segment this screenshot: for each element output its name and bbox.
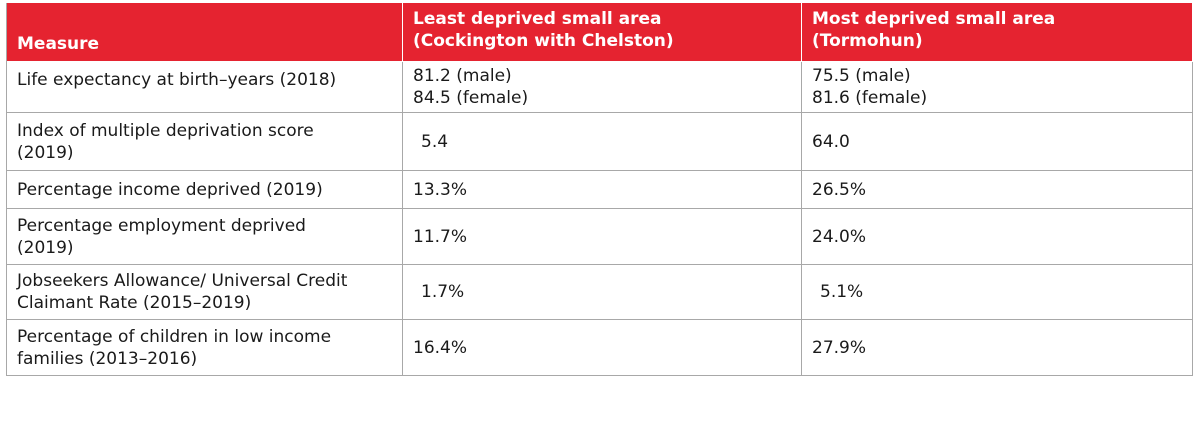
table-row: Life expectancy at birth–years (2018) 81… — [7, 62, 1193, 113]
table-header-row: Measure Least deprived small area (Cocki… — [7, 3, 1193, 62]
header-least-deprived: Least deprived small area (Cockington wi… — [403, 3, 802, 61]
least-deprived-cell: 5.4 — [403, 113, 802, 170]
measure-label: Life expectancy at birth–years (2018) — [17, 70, 337, 90]
table-row: Percentage employment deprived (2019) 11… — [7, 209, 1193, 265]
table-row: Percentage of children in low income fam… — [7, 320, 1193, 376]
table-row: Index of multiple deprivation score (201… — [7, 113, 1193, 171]
measure-cell: Jobseekers Allowance/ Universal Credit C… — [7, 265, 403, 319]
least-value: 1.7% — [421, 282, 465, 302]
deprivation-comparison-table: Measure Least deprived small area (Cocki… — [6, 3, 1193, 376]
most-deprived-cell: 5.1% — [802, 265, 1193, 319]
most-value: 5.1% — [820, 282, 864, 302]
measure-cell: Life expectancy at birth–years (2018) — [7, 62, 403, 112]
least-value: 11.7% — [413, 226, 468, 247]
measure-cell: Percentage employment deprived (2019) — [7, 209, 403, 264]
measure-label-line1: Jobseekers Allowance/ Universal Credit — [17, 271, 348, 291]
header-measure: Measure — [7, 3, 403, 61]
least-deprived-cell: 1.7% — [403, 265, 802, 319]
header-most-line2: (Tormohun) — [812, 31, 923, 51]
header-least-line2: (Cockington with Chelston) — [413, 31, 674, 51]
table-row: Jobseekers Allowance/ Universal Credit C… — [7, 265, 1193, 320]
most-deprived-cell: 64.0 — [802, 113, 1193, 170]
measure-cell: Percentage of children in low income fam… — [7, 320, 403, 375]
most-value: 27.9% — [812, 337, 867, 358]
measure-label-line2: (2019) — [17, 237, 74, 258]
measure-label-line2: (2019) — [17, 142, 74, 163]
most-deprived-cell: 75.5 (male) 81.6 (female) — [802, 62, 1193, 112]
measure-label: Percentage income deprived (2019) — [17, 179, 323, 200]
measure-label-line1: Index of multiple deprivation score — [17, 120, 314, 141]
measure-label-line2: families (2013–2016) — [17, 348, 198, 369]
measure-cell: Percentage income deprived (2019) — [7, 171, 403, 208]
most-value-line2: 81.6 (female) — [812, 88, 928, 108]
header-most-deprived: Most deprived small area (Tormohun) — [802, 3, 1193, 61]
least-value: 16.4% — [413, 337, 468, 358]
header-measure-label: Measure — [17, 34, 100, 54]
most-deprived-cell: 26.5% — [802, 171, 1193, 208]
least-deprived-cell: 81.2 (male) 84.5 (female) — [403, 62, 802, 112]
most-value: 24.0% — [812, 226, 867, 247]
measure-label-line1: Percentage employment deprived — [17, 215, 306, 236]
header-most-line1: Most deprived small area — [812, 9, 1056, 29]
least-deprived-cell: 16.4% — [403, 320, 802, 375]
least-value: 5.4 — [421, 131, 449, 152]
most-deprived-cell: 27.9% — [802, 320, 1193, 375]
most-value-line1: 75.5 (male) — [812, 66, 911, 86]
least-value-line2: 84.5 (female) — [413, 88, 529, 108]
measure-cell: Index of multiple deprivation score (201… — [7, 113, 403, 170]
least-deprived-cell: 13.3% — [403, 171, 802, 208]
measure-label-line2: Claimant Rate (2015–2019) — [17, 293, 252, 313]
most-value: 64.0 — [812, 131, 850, 152]
table-row: Percentage income deprived (2019) 13.3% … — [7, 171, 1193, 209]
header-least-line1: Least deprived small area — [413, 9, 662, 29]
most-deprived-cell: 24.0% — [802, 209, 1193, 264]
measure-label-line1: Percentage of children in low income — [17, 326, 332, 347]
least-deprived-cell: 11.7% — [403, 209, 802, 264]
least-value-line1: 81.2 (male) — [413, 66, 512, 86]
most-value: 26.5% — [812, 179, 867, 200]
least-value: 13.3% — [413, 179, 468, 200]
